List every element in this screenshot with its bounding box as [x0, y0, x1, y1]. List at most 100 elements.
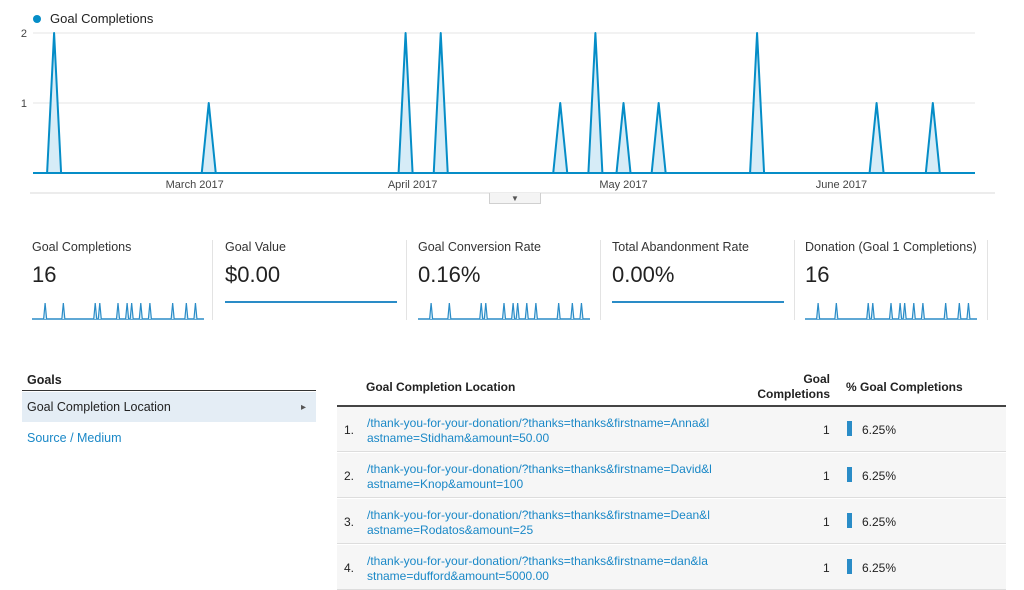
metric-card-total-abandonment-rate[interactable]: Total Abandonment Rate 0.00% [612, 240, 784, 320]
sparkline-spike [43, 302, 48, 320]
metric-sparkline [612, 301, 784, 303]
chart-legend[interactable]: Goal Completions [33, 11, 153, 26]
sparkline-spike [138, 302, 143, 320]
card-divider [406, 240, 407, 320]
column-header-percent[interactable]: % Goal Completions [846, 380, 963, 394]
table-row: 1. /thank-you-for-your-donation/?thanks=… [337, 407, 1006, 452]
row-percent-bar [847, 513, 852, 528]
sparkline-spike [97, 302, 102, 320]
sparkline-spike [515, 302, 520, 320]
goals-menu-item-goal-completion-location[interactable]: Goal Completion Location ▸ [22, 392, 316, 422]
sparkline-spike [888, 302, 894, 320]
goals-menu-title: Goals [27, 373, 62, 387]
metric-label: Goal Completions [32, 240, 132, 254]
row-percent: 6.25% [862, 423, 897, 437]
chevron-right-icon: ▸ [300, 401, 306, 413]
x-tick-label: May 2017 [599, 179, 647, 191]
sparkline-spike [898, 302, 903, 320]
goals-menu-item-label: Goal Completion Location [27, 400, 171, 414]
row-location-link[interactable]: /thank-you-for-your-donation/?thanks=tha… [367, 508, 710, 537]
row-number: 4. [344, 561, 355, 575]
row-percent: 6.25% [862, 561, 897, 575]
sparkline-spike [866, 302, 871, 320]
row-percent: 6.25% [862, 515, 897, 529]
x-tick-label: March 2017 [166, 179, 224, 191]
sparkline-spike [483, 302, 488, 320]
data-spike [868, 102, 885, 174]
row-percent: 6.25% [862, 469, 897, 483]
sparkline-spike [93, 302, 98, 320]
sparkline-spike [184, 302, 189, 320]
goal-completions-chart: 1 2 March 2017 April 2017 May 2017 June 2017 [21, 28, 995, 194]
sparkline-spike [902, 302, 907, 320]
sparkline-spike [870, 302, 875, 320]
sparkline-spike [920, 302, 925, 320]
metric-label: Goal Conversion Rate [418, 240, 541, 254]
row-location-link[interactable]: /thank-you-for-your-donation/?thanks=tha… [367, 554, 708, 583]
row-location-link[interactable]: /thank-you-for-your-donation/?thanks=tha… [367, 462, 712, 491]
sparkline-spike [61, 302, 66, 320]
metric-sparkline [805, 302, 977, 320]
data-spike [200, 102, 217, 174]
sparkline-spike [147, 302, 152, 320]
goals-menu-divider [22, 390, 316, 391]
goals-menu-item-source-medium[interactable]: Source / Medium [27, 431, 122, 445]
caret-down-icon: ▼ [511, 193, 519, 203]
metric-card-donation-goal-1[interactable]: Donation (Goal 1 Completions) 16 [805, 240, 987, 320]
row-completions: 1 [823, 515, 830, 529]
card-divider [987, 240, 988, 320]
table-header-divider [337, 405, 1006, 407]
sparkline-spike [816, 302, 821, 320]
row-number: 3. [344, 515, 355, 529]
row-location-link[interactable]: /thank-you-for-your-donation/?thanks=tha… [367, 416, 710, 445]
row-completions: 1 [823, 423, 830, 437]
sparkline-spike [570, 302, 575, 320]
sparkline-spike [834, 302, 839, 320]
legend-dot-icon [33, 14, 41, 23]
sparkline-spike [125, 302, 130, 320]
metric-label: Total Abandonment Rate [612, 240, 749, 254]
chart-collapse-handle[interactable]: ▼ [489, 193, 541, 204]
data-spike [615, 102, 632, 174]
row-completions: 1 [823, 561, 830, 575]
sparkline-spike [170, 302, 175, 320]
y-tick-label: 2 [21, 28, 27, 40]
metric-card-goal-completions[interactable]: Goal Completions 16 [32, 240, 204, 320]
sparkline-spike [129, 302, 134, 320]
data-spike [650, 102, 667, 174]
card-divider [212, 240, 213, 320]
row-percent-bar [847, 467, 852, 482]
sparkline-spike [957, 302, 962, 320]
table-row: 3. /thank-you-for-your-donation/?thanks=… [337, 499, 1006, 544]
sparkline-spike [579, 302, 584, 320]
x-tick-label: April 2017 [388, 179, 438, 191]
metric-label: Goal Value [225, 240, 286, 254]
sparkline-spike [193, 302, 198, 320]
metric-value: 16 [32, 262, 57, 287]
column-header-location[interactable]: Goal Completion Location [366, 380, 516, 394]
sparkline-spike [511, 302, 516, 320]
metric-value: 0.16% [418, 262, 481, 287]
column-header-goal-completions[interactable]: Goal Completions [730, 372, 830, 402]
chart-axis-layer: 1 2 March 2017 April 2017 May 2017 June 2017 [21, 28, 995, 194]
row-number: 1. [344, 423, 355, 437]
table-row: 2. /thank-you-for-your-donation/?thanks=… [337, 453, 1006, 498]
x-tick-label: June 2017 [816, 179, 867, 191]
metric-card-goal-value[interactable]: Goal Value $0.00 [225, 240, 397, 320]
sparkline-spike [524, 302, 529, 320]
metric-card-goal-conversion-rate[interactable]: Goal Conversion Rate 0.16% [418, 240, 590, 320]
sparkline-spike [911, 302, 916, 320]
row-number: 2. [344, 469, 355, 483]
data-spike [924, 102, 941, 174]
chart-grid [33, 32, 975, 104]
metric-sparkline [225, 301, 397, 303]
sparkline-spike [429, 302, 434, 320]
sparkline-spike [533, 302, 538, 320]
card-divider [794, 240, 795, 320]
sparkline-spike [501, 302, 507, 320]
sparkline-spike [966, 302, 971, 320]
sparkline-spike [556, 302, 561, 320]
sparkline-spike [447, 302, 452, 320]
sparkline-spike [115, 302, 121, 320]
y-tick-label: 1 [21, 98, 27, 110]
